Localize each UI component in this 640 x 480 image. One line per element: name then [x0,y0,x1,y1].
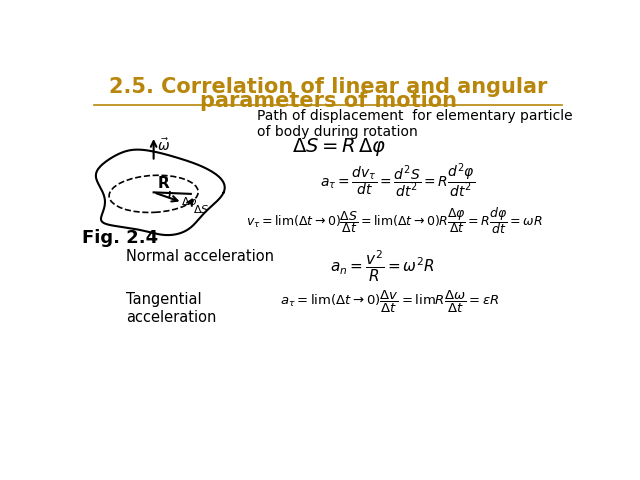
Text: parameters of motion: parameters of motion [200,92,456,111]
Text: Fig. 2.4: Fig. 2.4 [82,228,158,247]
Text: $\Delta S = R\,\Delta\varphi$: $\Delta S = R\,\Delta\varphi$ [292,136,387,158]
Text: $\Delta\varphi$: $\Delta\varphi$ [180,195,198,209]
Text: $a_\tau = \dfrac{dv_\tau}{dt} = \dfrac{d^2S}{dt^2} = R\dfrac{d^2\varphi}{dt^2}$: $a_\tau = \dfrac{dv_\tau}{dt} = \dfrac{d… [320,162,476,200]
Text: Tangential
acceleration: Tangential acceleration [127,292,217,325]
Text: R: R [158,176,170,191]
Text: $\vec{\omega}$: $\vec{\omega}$ [157,137,170,154]
Text: $a_n = \dfrac{v^2}{R} = \omega^2 R$: $a_n = \dfrac{v^2}{R} = \omega^2 R$ [330,249,435,284]
Text: $v_\tau = \lim(\Delta t \to 0)\dfrac{\Delta S}{\Delta t} = \lim(\Delta t \to 0)R: $v_\tau = \lim(\Delta t \to 0)\dfrac{\De… [246,205,542,236]
Text: $a_\tau = \lim(\Delta t \to 0)\dfrac{\Delta v}{\Delta t} = \lim R\dfrac{\Delta\o: $a_\tau = \lim(\Delta t \to 0)\dfrac{\De… [280,288,500,315]
Text: Normal acceleration: Normal acceleration [127,249,275,264]
Text: Path of displacement  for elementary particle
of body during rotation: Path of displacement for elementary part… [257,109,572,139]
Text: $\Delta S$: $\Delta S$ [193,203,209,215]
Text: 2.5. Correlation of linear and angular: 2.5. Correlation of linear and angular [109,77,547,97]
